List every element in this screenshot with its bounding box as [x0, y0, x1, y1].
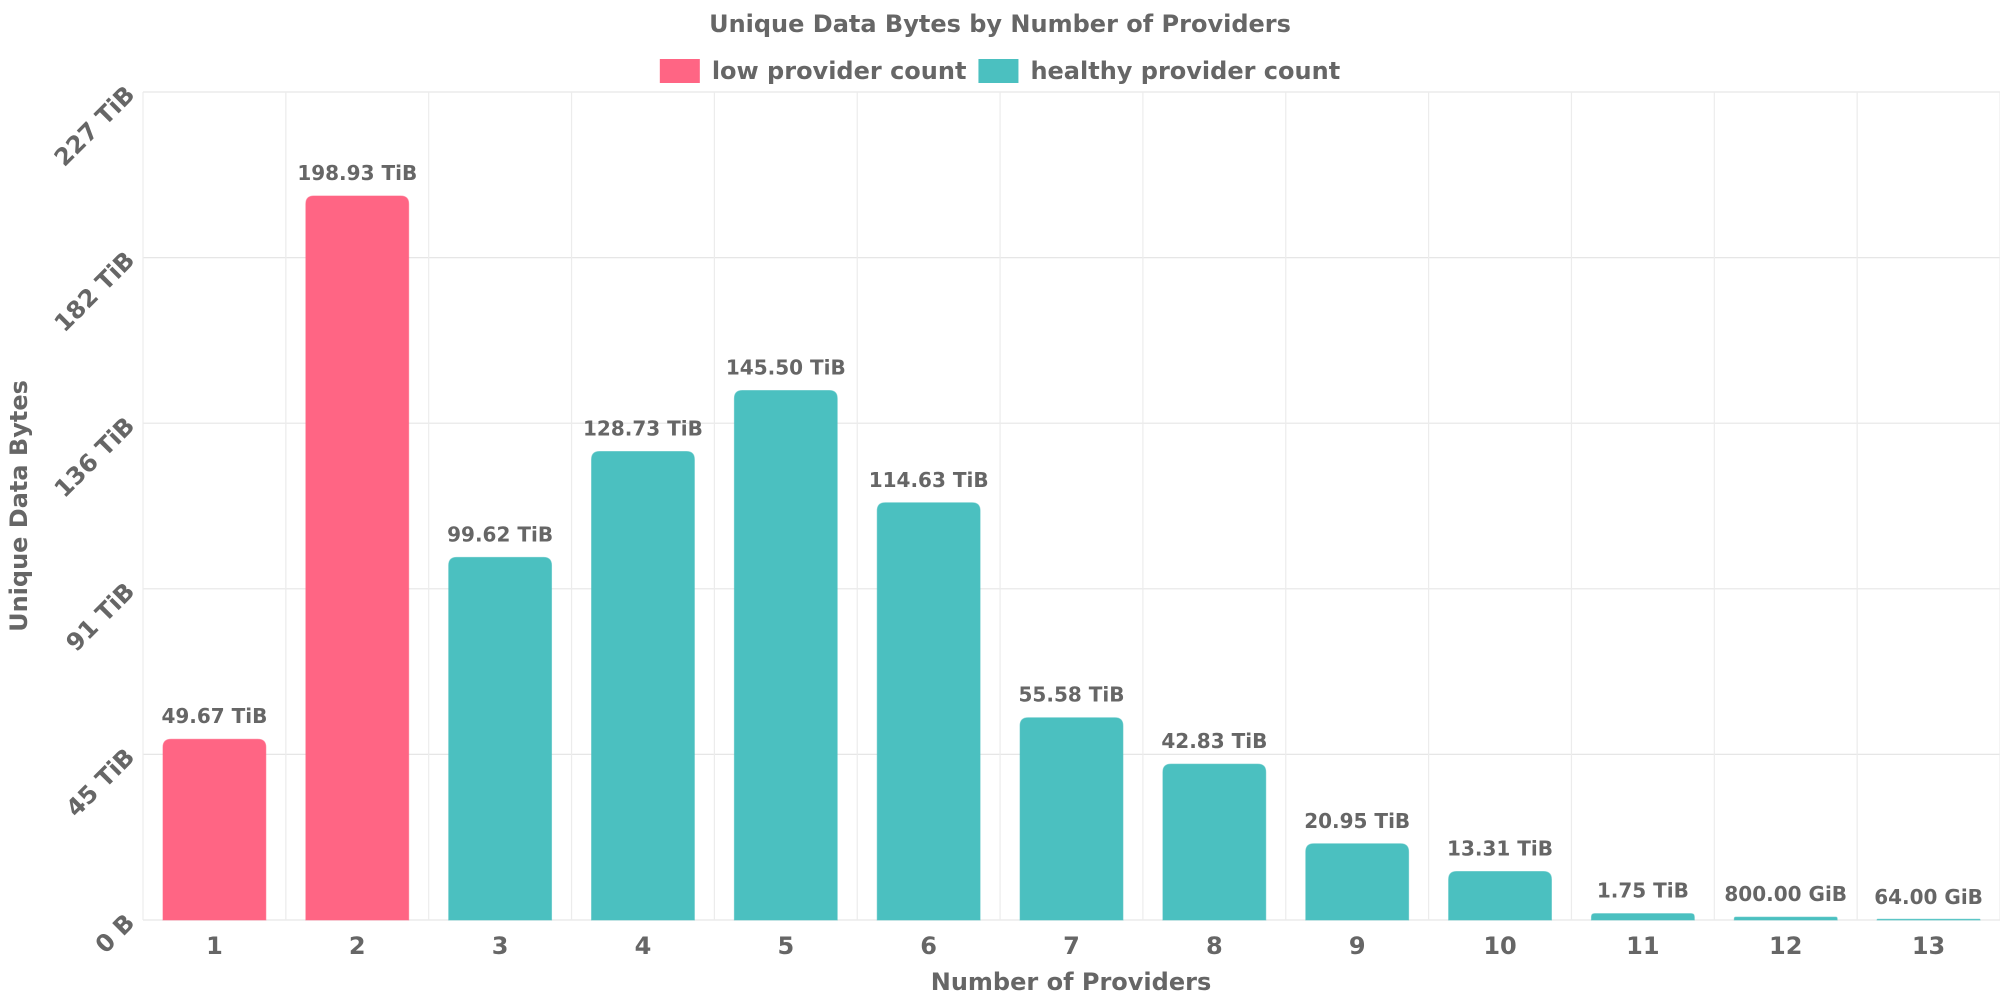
x-tick-label-6: 6	[920, 932, 937, 960]
bar-5[interactable]	[733, 389, 838, 921]
x-tick-label-5: 5	[777, 932, 794, 960]
value-label-4: 128.73 TiB	[583, 416, 703, 440]
bar-12[interactable]	[1733, 916, 1838, 921]
bar-10[interactable]	[1448, 871, 1552, 921]
bar-4[interactable]	[591, 450, 695, 921]
x-tick-label-10: 10	[1483, 932, 1516, 960]
value-label-2: 198.93 TiB	[297, 161, 417, 185]
y-tick-label: 91 TiB	[61, 577, 141, 657]
x-axis-ticks: 1 2 3 4 5 6 7 8 9 10 11 12 13	[206, 932, 1945, 960]
x-tick-label-3: 3	[492, 932, 509, 960]
bar-6[interactable]	[876, 502, 981, 921]
bar-11[interactable]	[1590, 913, 1695, 921]
bar-13[interactable]	[1876, 918, 1981, 921]
value-label-5: 145.50 TiB	[726, 355, 846, 379]
legend-label-low: low provider count	[712, 57, 967, 85]
x-tick-label-13: 13	[1912, 932, 1945, 960]
value-label-1: 49.67 TiB	[161, 704, 267, 728]
bar-7[interactable]	[1019, 717, 1124, 921]
x-tick-label-4: 4	[635, 932, 652, 960]
y-tick-label: 227 TiB	[49, 80, 140, 171]
x-tick-label-1: 1	[206, 932, 223, 960]
value-label-6: 114.63 TiB	[869, 468, 989, 492]
value-label-9: 20.95 TiB	[1304, 809, 1410, 833]
x-axis-label: Number of Providers	[931, 968, 1211, 996]
legend: low provider count healthy provider count	[659, 57, 1340, 85]
bar-8[interactable]	[1162, 763, 1267, 921]
value-label-7: 55.58 TiB	[1019, 683, 1125, 707]
legend-swatch-low[interactable]	[659, 59, 700, 83]
legend-swatch-healthy[interactable]	[978, 59, 1019, 83]
bar-1[interactable]	[162, 738, 267, 921]
value-label-8: 42.83 TiB	[1161, 729, 1267, 753]
y-tick-label: 182 TiB	[49, 246, 140, 337]
grid	[142, 91, 2000, 921]
x-tick-label-9: 9	[1349, 932, 1366, 960]
value-label-3: 99.62 TiB	[447, 522, 553, 546]
x-tick-label-7: 7	[1063, 932, 1080, 960]
chart-title: Unique Data Bytes by Number of Providers	[709, 10, 1291, 38]
x-tick-label-2: 2	[349, 932, 366, 960]
bar-3[interactable]	[448, 556, 553, 921]
bar-2[interactable]	[305, 195, 410, 921]
value-label-13: 64.00 GiB	[1874, 885, 1983, 909]
y-tick-label: 45 TiB	[61, 743, 141, 823]
y-axis-ticks: 0 B 45 TiB 91 TiB 136 TiB 182 TiB 227 TiB	[49, 80, 140, 958]
value-labels: 49.67 TiB 198.93 TiB 99.62 TiB 128.73 TiB 14…	[161, 161, 1983, 909]
bar-9[interactable]	[1305, 843, 1410, 921]
y-tick-label: 136 TiB	[49, 412, 140, 503]
y-axis-label: Unique Data Bytes	[5, 380, 33, 632]
value-label-12: 800.00 GiB	[1724, 882, 1847, 906]
value-label-10: 13.31 TiB	[1447, 837, 1553, 861]
x-tick-label-11: 11	[1626, 932, 1659, 960]
x-tick-label-12: 12	[1769, 932, 1802, 960]
y-tick-label: 0 B	[90, 908, 140, 958]
value-label-11: 1.75 TiB	[1597, 879, 1689, 903]
bars	[162, 195, 1981, 921]
x-tick-label-8: 8	[1206, 932, 1223, 960]
legend-label-healthy: healthy provider count	[1030, 57, 1340, 85]
